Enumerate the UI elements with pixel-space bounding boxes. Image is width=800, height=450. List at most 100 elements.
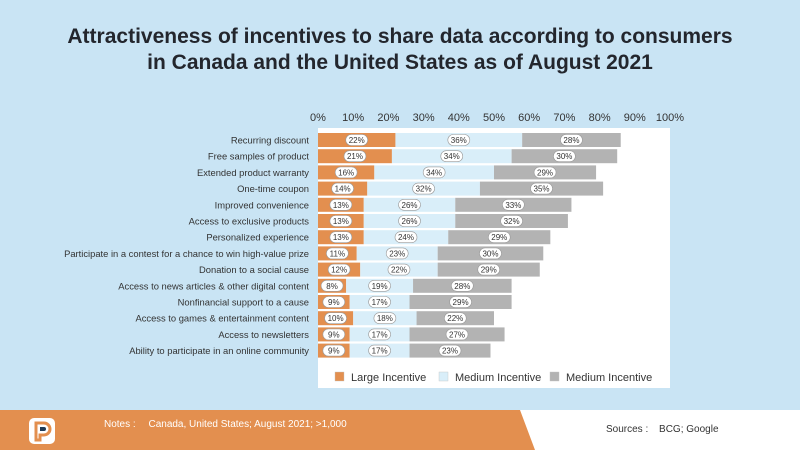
data-label: 29% — [491, 233, 507, 242]
data-label: 13% — [333, 217, 349, 226]
legend-label: Medium Incentive — [455, 372, 541, 384]
data-label: 28% — [563, 136, 579, 145]
x-tick-label: 80% — [589, 112, 611, 124]
x-tick-label: 100% — [656, 112, 684, 124]
data-label-pill — [327, 263, 351, 276]
data-label-pill — [398, 215, 421, 227]
data-label-pill — [322, 344, 346, 357]
legend: Large Incentive Medium Incentive Medium In… — [334, 371, 652, 384]
category-label: Access to news articles & other digital … — [118, 280, 309, 291]
notes-label: Notes : — [104, 419, 136, 430]
sources-text: BCG; Google — [659, 424, 719, 435]
x-tick-label: 30% — [413, 112, 435, 124]
data-label: 28% — [454, 282, 470, 291]
data-label: 29% — [453, 298, 469, 307]
data-label-pill — [530, 182, 553, 195]
data-label: 30% — [556, 152, 572, 161]
data-label: 35% — [534, 185, 550, 194]
data-label: 14% — [335, 185, 351, 194]
category-label: Donation to a social cause — [199, 264, 309, 275]
bar-segments: 22% 36% 28% 21% 34% 30% 16% 34% 29% 14% 32% 35% 13% 2… — [318, 133, 621, 358]
data-label-pill — [447, 134, 471, 146]
data-label-pill — [331, 182, 354, 195]
data-label: 32% — [504, 217, 520, 226]
data-label-pill — [443, 312, 467, 325]
data-label-pill — [449, 296, 472, 308]
x-tick-label: 10% — [342, 112, 364, 124]
category-label: Access to exclusive products — [189, 216, 310, 227]
legend-label: Medium Incentive — [566, 372, 652, 384]
data-label: 17% — [372, 298, 388, 307]
data-label: 29% — [481, 266, 497, 275]
x-tick-label: 0% — [310, 112, 326, 124]
data-label-pill — [502, 199, 525, 211]
data-label-pill — [343, 150, 367, 162]
data-label-pill — [368, 328, 391, 341]
legend-swatch — [438, 371, 449, 382]
data-label-pill — [500, 215, 523, 227]
data-label-pill — [412, 182, 435, 195]
data-label-pill — [373, 312, 397, 325]
data-label-pill — [320, 279, 344, 292]
data-label: 19% — [372, 282, 388, 291]
data-label: 11% — [330, 249, 345, 258]
x-tick-label: 90% — [624, 112, 646, 124]
data-label: 34% — [444, 152, 460, 161]
data-label: 13% — [333, 201, 349, 210]
data-label: 9% — [328, 298, 340, 307]
data-label: 33% — [505, 201, 521, 210]
category-label: Free samples of product — [208, 151, 309, 162]
data-label: 30% — [482, 249, 498, 258]
category-label: Nonfinancial support to a cause — [178, 297, 309, 308]
data-label-pill — [329, 199, 353, 211]
legend-label: Large Incentive — [351, 372, 426, 384]
data-label: 29% — [537, 168, 553, 177]
data-label-pill — [324, 312, 347, 325]
category-label: Access to games & entertainment content — [135, 313, 309, 324]
data-label: 23% — [389, 249, 405, 258]
chart-title: Attractiveness of incentives to share da… — [0, 24, 800, 76]
data-label-pill — [329, 215, 353, 227]
category-labels: Recurring discount Free samples of produc… — [64, 135, 309, 357]
data-label: 8% — [326, 282, 338, 291]
data-label: 36% — [451, 136, 467, 145]
notes-text: Canada, United States; August 2021; >1,0… — [148, 419, 347, 430]
data-label-pill — [438, 344, 462, 357]
data-label-pill — [560, 134, 583, 146]
data-label: 32% — [416, 185, 432, 194]
category-label: Recurring discount — [231, 135, 310, 146]
category-label: Access to newsletters — [218, 329, 309, 340]
data-label: 26% — [402, 217, 418, 226]
data-label: 17% — [372, 347, 388, 356]
data-label: 12% — [331, 266, 347, 275]
data-label-pill — [387, 263, 411, 276]
data-label-pill — [533, 166, 557, 179]
data-label-pill — [479, 247, 502, 260]
footer-notes: Notes : Canada, United States; August 20… — [104, 419, 347, 430]
data-label-pill — [385, 247, 409, 260]
data-label-pill — [487, 231, 511, 243]
data-label: 34% — [426, 168, 442, 177]
data-label: 9% — [328, 330, 340, 339]
category-label: One-time coupon — [237, 183, 309, 194]
data-label: 17% — [372, 330, 388, 339]
brand-logo-icon — [29, 418, 55, 444]
data-label-pill — [334, 166, 358, 179]
data-label-pill — [322, 328, 346, 341]
data-label-pill — [345, 134, 369, 146]
data-label-pill — [326, 247, 349, 260]
data-label-pill — [451, 279, 474, 292]
data-label: 22% — [447, 314, 463, 323]
data-label: 27% — [449, 330, 465, 339]
category-label: Improved convenience — [215, 199, 309, 210]
sources-label: Sources : — [606, 424, 649, 435]
data-label: 23% — [442, 347, 458, 356]
category-label: Personalized experience — [206, 232, 309, 243]
chart-title-line-2: in Canada and the United States as of Au… — [147, 51, 653, 74]
x-tick-label: 40% — [448, 112, 470, 124]
data-label-pill — [368, 296, 391, 308]
legend-swatch — [334, 371, 345, 382]
data-label-pill — [553, 150, 576, 162]
data-label-pill — [394, 231, 418, 243]
